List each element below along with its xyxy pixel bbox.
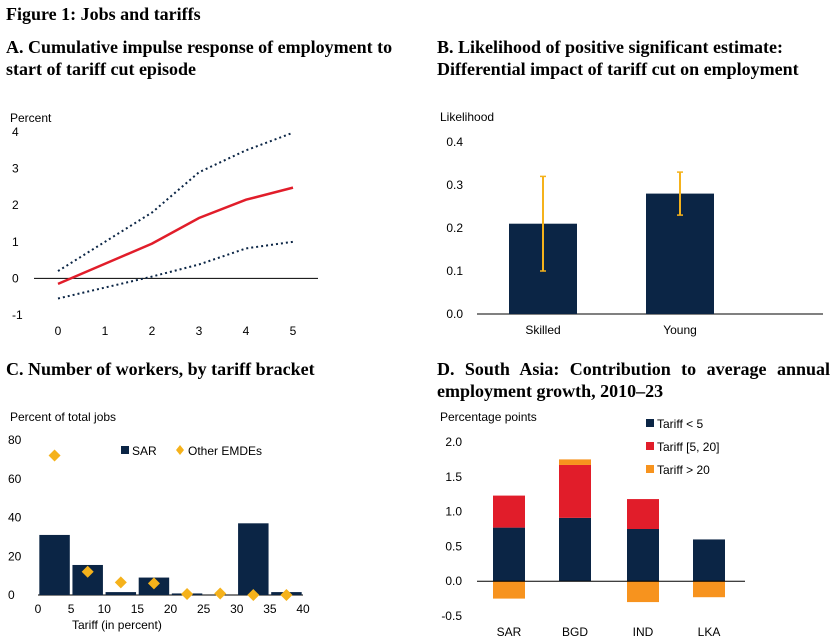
y-tick-label: 0.3 — [446, 178, 463, 192]
y-tick-label: 0.0 — [445, 574, 462, 588]
x-tick-label: Young — [663, 323, 697, 337]
series-line-estimate — [57, 186, 294, 286]
bar-segment-lka — [693, 581, 725, 598]
bar-sar — [105, 592, 137, 595]
x-tick-label: 0 — [55, 324, 62, 338]
y-tick-label: 60 — [8, 472, 22, 486]
legend-swatch-sar — [121, 446, 129, 454]
y-axis-label: Likelihood — [440, 110, 494, 124]
x-tick-label: IND — [633, 625, 654, 639]
legend-swatch — [646, 419, 654, 427]
legend-label: Tariff > 20 — [657, 463, 710, 477]
x-tick-label: 15 — [131, 602, 145, 616]
y-axis-label: Percent of total jobs — [10, 410, 116, 424]
diamond-other-emdes — [114, 576, 127, 589]
y-tick-label: 2.0 — [445, 435, 462, 449]
y-tick-label: 1.5 — [445, 470, 462, 484]
x-tick-label: 3 — [196, 324, 203, 338]
x-tick-label: 30 — [230, 602, 244, 616]
bar-segment-sar — [493, 581, 525, 599]
bar-sar — [238, 523, 269, 595]
legend-label: SAR — [132, 444, 157, 458]
bar-segment-lka — [693, 539, 725, 582]
diamond-other-emdes — [247, 589, 260, 601]
x-tick-label: 0 — [35, 602, 42, 616]
y-tick-label: 0.0 — [446, 307, 463, 321]
y-tick-label: 20 — [8, 549, 22, 563]
bar-segment-sar — [493, 527, 525, 582]
x-tick-label: 10 — [98, 602, 112, 616]
panel-d-title: D. South Asia: Contribution to average a… — [437, 359, 830, 401]
bar-sar — [39, 534, 70, 595]
x-tick-label: SAR — [497, 625, 522, 639]
y-tick-label: 0.4 — [446, 135, 463, 149]
y-tick-label: 4 — [12, 125, 19, 139]
x-tick-label: 35 — [263, 602, 277, 616]
x-tick-label: 25 — [197, 602, 211, 616]
y-tick-label: 0.5 — [445, 539, 462, 553]
series-line-lower-bound — [57, 240, 294, 300]
x-tick-label: 40 — [296, 602, 310, 616]
y-axis-label: Percent — [10, 111, 52, 125]
legend-label: Tariff [5, 20] — [657, 440, 719, 454]
x-tick-label: 5 — [290, 324, 297, 338]
legend-label: Other EMDEs — [188, 444, 262, 458]
x-axis-label: Tariff (in percent) — [72, 618, 162, 632]
y-tick-label: 80 — [8, 433, 22, 447]
y-tick-label: 0 — [12, 271, 19, 285]
y-axis-label: Percentage points — [440, 410, 537, 424]
bar-segment-ind — [627, 499, 659, 529]
legend-swatch — [646, 465, 654, 473]
panel-c-title: C. Number of workers, by tariff bracket — [6, 359, 315, 379]
panel-d-stacked-bar-chart: Percentage points -0.5 0.0 0.5 1.0 1.5 2.0 SAR B… — [440, 410, 745, 639]
diamond-other-emdes — [214, 587, 227, 600]
x-tick-label: 20 — [164, 602, 178, 616]
series-line-upper-bound — [57, 131, 294, 272]
x-tick-label: Skilled — [525, 323, 560, 337]
x-tick-label: 4 — [243, 324, 250, 338]
y-tick-label: 0 — [8, 588, 15, 602]
x-tick-label: 5 — [68, 602, 75, 616]
panel-b-title: B. Likelihood of positive significant es… — [437, 37, 799, 79]
y-tick-label: -1 — [12, 308, 23, 322]
panel-b-bar-chart: Likelihood 0.0 0.1 0.2 0.3 0.4 Skilled Young — [440, 110, 823, 337]
y-tick-label: 3 — [12, 162, 19, 176]
y-tick-label: -0.5 — [441, 609, 462, 623]
x-tick-label: LKA — [698, 625, 721, 639]
diamond-other-emdes — [280, 589, 293, 601]
diamond-other-emdes — [181, 588, 194, 601]
diamond-other-emdes — [48, 449, 61, 462]
panel-a-line-chart: Percent -1 0 1 2 3 4 0 1 2 3 4 5 — [10, 111, 318, 338]
diamond-other-emdes — [147, 577, 160, 590]
diamond-other-emdes — [81, 565, 94, 578]
figure-title: Figure 1: Jobs and tariffs — [6, 4, 201, 24]
y-tick-label: 0.1 — [446, 264, 463, 278]
panel-c-bar-chart: Percent of total jobs 0 20 40 60 80 0 5 10 15 20 25… — [8, 410, 310, 632]
x-tick-label: 1 — [102, 324, 109, 338]
x-tick-label: BGD — [562, 625, 588, 639]
legend-label: Tariff < 5 — [657, 417, 703, 431]
bar-segment-bgd — [559, 517, 591, 582]
y-tick-label: 1 — [12, 235, 19, 249]
y-tick-label: 40 — [8, 511, 22, 525]
bar-segment-ind — [627, 529, 659, 582]
bar-segment-ind — [627, 581, 659, 603]
bar-segment-bgd — [559, 459, 591, 465]
legend-swatch-other-emdes — [176, 445, 184, 455]
panel-a-title: A. Cumulative impulse response of employ… — [6, 37, 393, 79]
x-tick-label: 2 — [149, 324, 156, 338]
y-tick-label: 1.0 — [445, 505, 462, 519]
legend-swatch — [646, 442, 654, 450]
bar-segment-sar — [493, 495, 525, 528]
bar-segment-bgd — [559, 464, 591, 518]
y-tick-label: 2 — [12, 198, 19, 212]
y-tick-label: 0.2 — [446, 221, 463, 235]
